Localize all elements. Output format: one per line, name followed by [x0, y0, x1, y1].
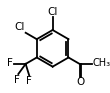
- Text: Cl: Cl: [47, 7, 58, 17]
- Text: Cl: Cl: [14, 22, 25, 32]
- Text: F: F: [15, 75, 20, 85]
- Text: O: O: [76, 77, 85, 87]
- Text: F: F: [7, 58, 13, 68]
- Text: CH₃: CH₃: [93, 58, 110, 68]
- Text: F: F: [26, 76, 32, 86]
